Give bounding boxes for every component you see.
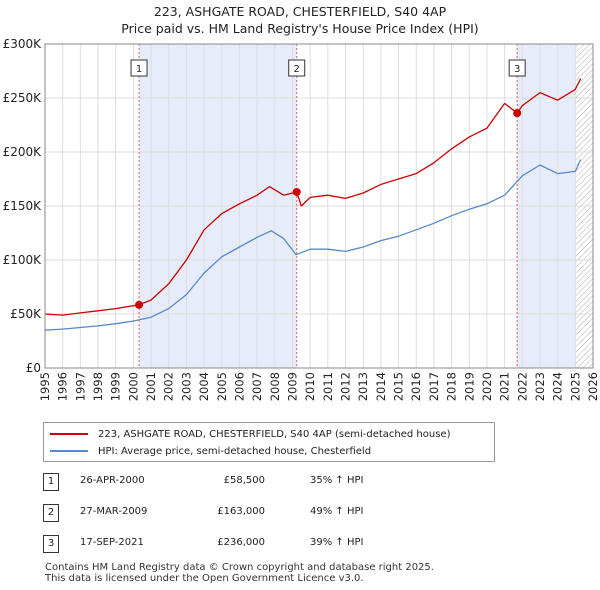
transaction-hpi-change: 35% ↑ HPI: [310, 475, 364, 486]
x-tick-label: 2010: [303, 372, 317, 401]
x-tick-label: 2021: [498, 372, 512, 401]
transaction-row: 1 26-APR-2000 £58,500 35% ↑ HPI: [0, 473, 600, 493]
x-tick-label: 2000: [126, 372, 140, 401]
legend-item-property: 223, ASHGATE ROAD, CHESTERFIELD, S40 4AP…: [50, 427, 450, 441]
chart-legend: 223, ASHGATE ROAD, CHESTERFIELD, S40 4AP…: [43, 422, 495, 462]
sale-label-box: [288, 59, 306, 77]
y-tick-label: £300K: [3, 37, 43, 51]
transaction-price: £163,000: [217, 506, 265, 517]
legend-swatch-hpi: [50, 450, 88, 452]
transaction-number: 2: [43, 504, 59, 522]
x-tick-label: 2004: [197, 372, 211, 401]
x-tick-label: 1997: [73, 372, 87, 401]
transaction-price: £58,500: [223, 475, 265, 486]
transaction-row: 3 17-SEP-2021 £236,000 39% ↑ HPI: [0, 535, 600, 555]
x-tick-label: 2016: [409, 372, 423, 401]
x-tick-label: 1999: [109, 372, 123, 401]
x-tick-label: 1996: [56, 372, 70, 401]
x-tick-label: 2020: [480, 372, 494, 401]
chart-title-line1: 223, ASHGATE ROAD, CHESTERFIELD, S40 4AP: [153, 4, 447, 19]
x-tick-label: 2006: [232, 372, 246, 401]
x-tick-label: 2023: [533, 372, 547, 401]
x-tick-label: 2024: [551, 372, 565, 401]
x-tick-label: 2017: [427, 372, 441, 401]
x-tick-label: 2007: [250, 372, 264, 401]
hpi-line: [44, 159, 582, 331]
y-tick-label: £250K: [3, 91, 43, 105]
x-tick-label: 2008: [268, 372, 282, 401]
footer-line1: Contains HM Land Registry data © Crown c…: [45, 562, 434, 573]
x-tick-label: 2015: [392, 372, 406, 401]
x-tick-label: 2005: [215, 372, 229, 401]
sale-label-box: [508, 59, 526, 77]
x-tick-label: 2002: [162, 372, 176, 401]
transaction-number: 3: [43, 535, 59, 553]
sale-point: [135, 300, 144, 309]
x-tick-label: 2018: [445, 372, 459, 401]
sale-label: 1: [136, 64, 142, 75]
x-tick-label: 2013: [356, 372, 370, 401]
footer-attribution: Contains HM Land Registry data © Crown c…: [45, 562, 434, 584]
sale-label: 3: [514, 64, 520, 75]
transaction-hpi-change: 49% ↑ HPI: [310, 506, 364, 517]
transaction-number: 1: [43, 473, 59, 491]
y-tick-label: £50K: [10, 307, 42, 321]
y-tick-label: £0: [26, 361, 41, 375]
x-tick-label: 2011: [321, 372, 335, 401]
legend-label-hpi: HPI: Average price, semi-detached house,…: [98, 445, 372, 457]
x-tick-label: 1995: [38, 372, 52, 401]
x-tick-label: 1998: [91, 372, 105, 401]
x-tick-label: 2003: [179, 372, 193, 401]
y-tick-label: £100K: [3, 253, 43, 267]
y-tick-label: £200K: [3, 145, 43, 159]
property-price-line: [44, 78, 582, 316]
transaction-row: 2 27-MAR-2009 £163,000 49% ↑ HPI: [0, 504, 600, 524]
sale-label-box: [130, 59, 148, 77]
x-tick-label: 2026: [586, 372, 600, 401]
footer-line2: This data is licensed under the Open Gov…: [45, 573, 364, 584]
x-tick-label: 2014: [374, 372, 388, 401]
x-tick-label: 2019: [462, 372, 476, 401]
chart-title-line2: Price paid vs. HM Land Registry's House …: [121, 21, 479, 36]
transaction-date: 27-MAR-2009: [80, 506, 148, 517]
transaction-date: 26-APR-2000: [80, 475, 145, 486]
x-tick-label: 2009: [285, 372, 299, 401]
x-tick-label: 2012: [339, 372, 353, 401]
plot-frame: [44, 43, 594, 369]
legend-label-property: 223, ASHGATE ROAD, CHESTERFIELD, S40 4AP…: [98, 428, 451, 440]
transaction-date: 17-SEP-2021: [80, 537, 144, 548]
transaction-hpi-change: 39% ↑ HPI: [310, 537, 364, 548]
x-tick-label: 2022: [515, 372, 529, 401]
sale-point: [513, 109, 522, 118]
x-tick-label: 2025: [568, 372, 582, 401]
sale-point: [292, 187, 301, 196]
x-tick-label: 2001: [144, 372, 158, 401]
legend-item-hpi: HPI: Average price, semi-detached house,…: [50, 444, 371, 458]
legend-swatch-property: [50, 433, 88, 435]
sale-label: 2: [294, 64, 300, 75]
y-tick-label: £150K: [3, 199, 43, 213]
transaction-price: £236,000: [217, 537, 265, 548]
